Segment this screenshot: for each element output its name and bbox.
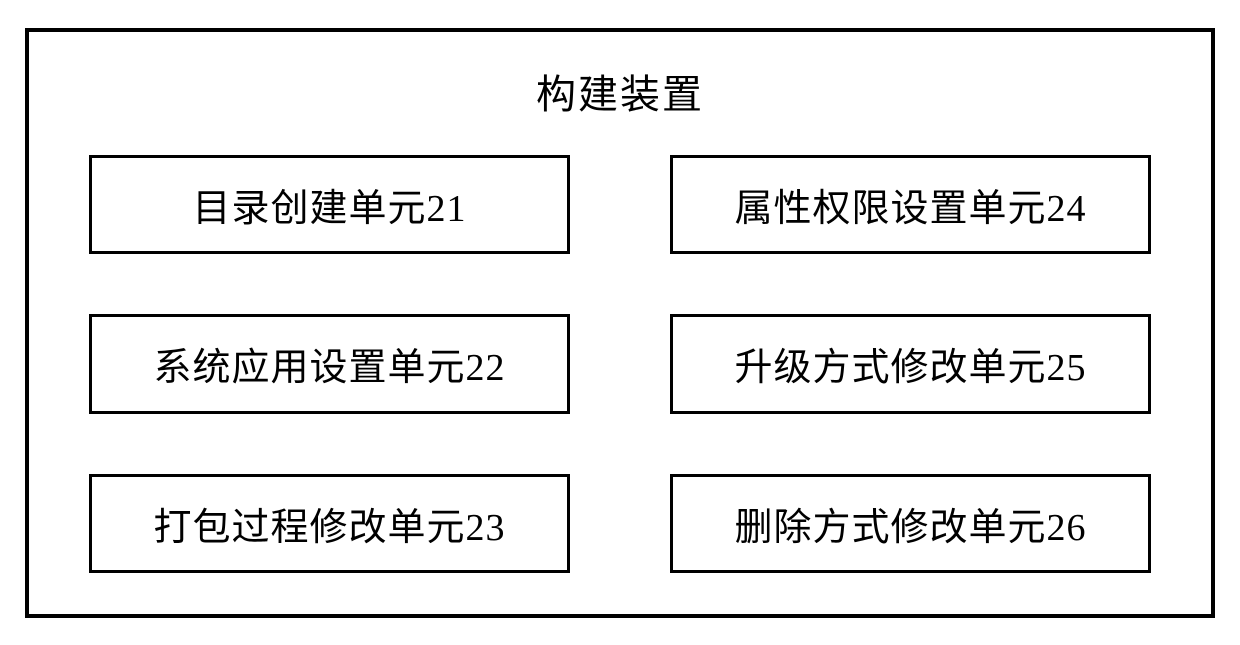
diagram-title: 构建装置 bbox=[89, 62, 1151, 120]
unit-box: 系统应用设置单元22 bbox=[89, 314, 570, 414]
unit-box: 目录创建单元21 bbox=[89, 155, 570, 255]
unit-label: 目录创建单元21 bbox=[192, 177, 466, 232]
unit-box: 删除方式修改单元26 bbox=[670, 474, 1151, 574]
unit-label: 系统应用设置单元22 bbox=[153, 336, 505, 391]
diagram-container: 构建装置 目录创建单元21 属性权限设置单元24 系统应用设置单元22 升级方式… bbox=[25, 28, 1215, 618]
unit-label: 属性权限设置单元24 bbox=[734, 177, 1086, 232]
unit-box: 升级方式修改单元25 bbox=[670, 314, 1151, 414]
unit-label: 升级方式修改单元25 bbox=[734, 336, 1086, 391]
units-grid: 目录创建单元21 属性权限设置单元24 系统应用设置单元22 升级方式修改单元2… bbox=[89, 155, 1151, 574]
unit-box: 属性权限设置单元24 bbox=[670, 155, 1151, 255]
unit-box: 打包过程修改单元23 bbox=[89, 474, 570, 574]
unit-label: 删除方式修改单元26 bbox=[734, 496, 1086, 551]
unit-label: 打包过程修改单元23 bbox=[153, 496, 505, 551]
